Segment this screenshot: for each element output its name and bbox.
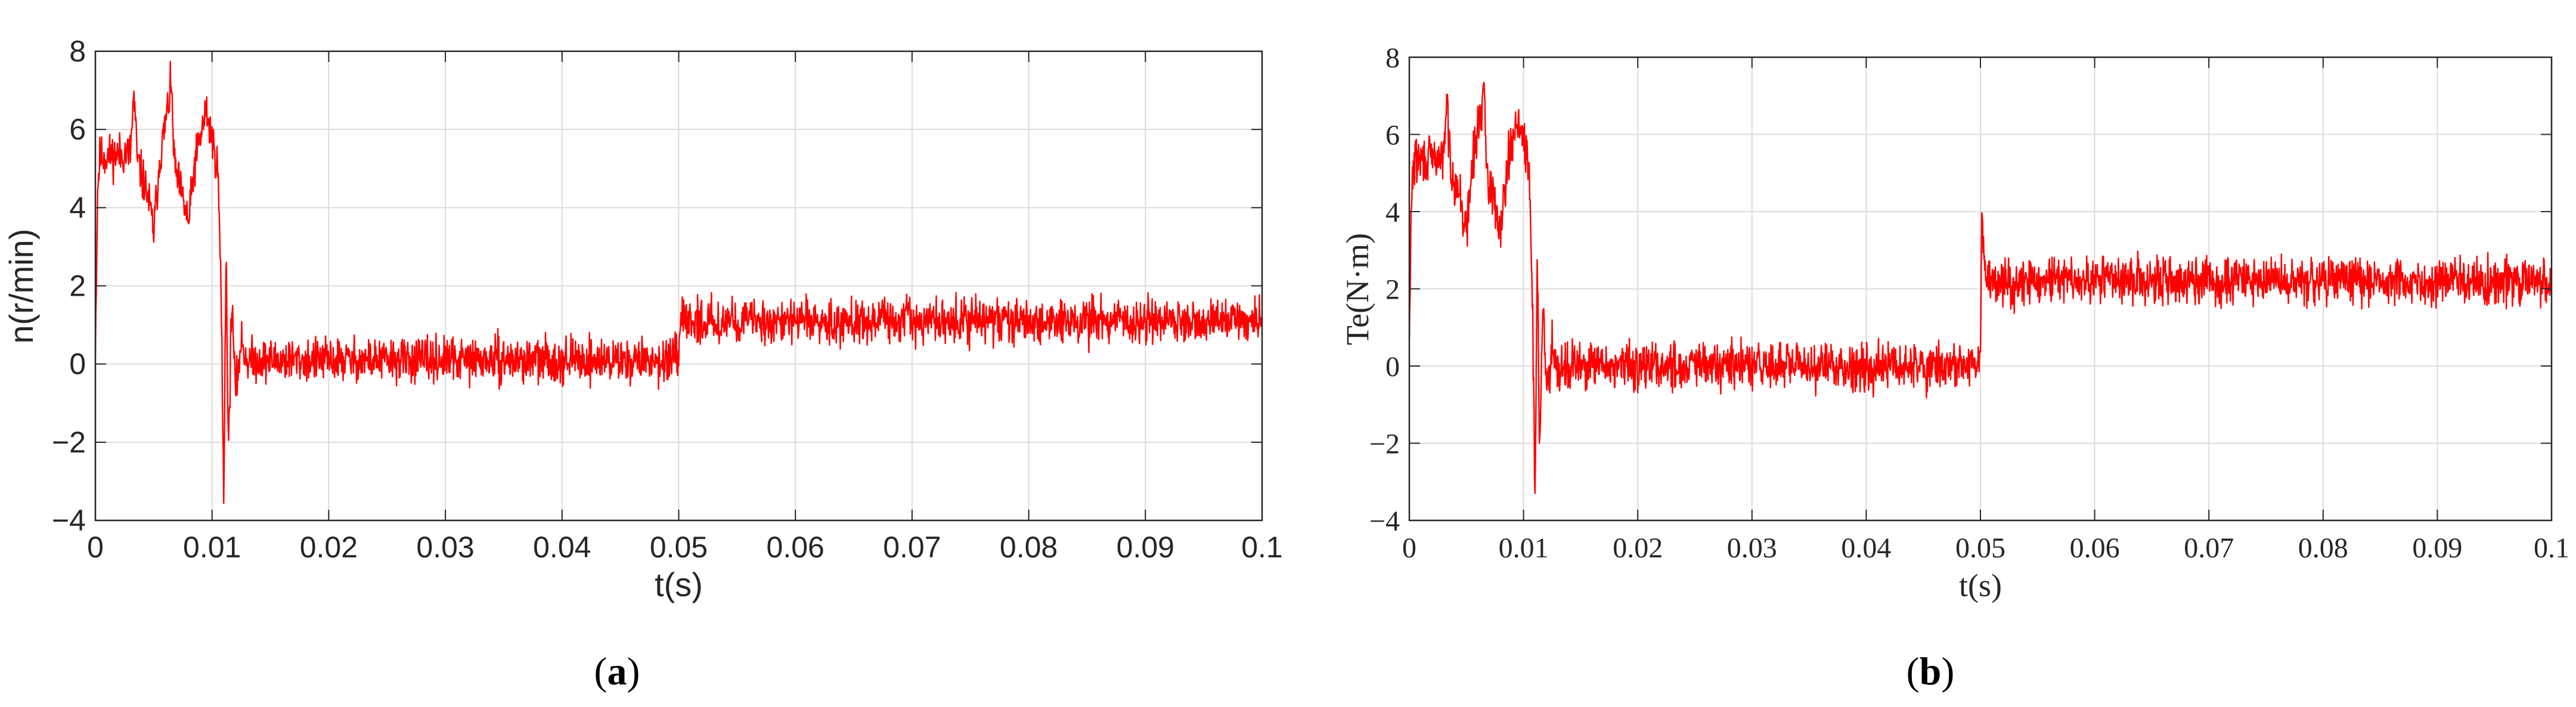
x-tick-label: 0.07 (883, 531, 941, 564)
panel-b: 0 0.01 0.02 0.03 0.04 0.05 0.06 0.07 0.08 0.09 0.1… (1340, 42, 2569, 693)
y-tick-label: 4 (1385, 197, 1400, 228)
caption-paren: ) (1941, 650, 1954, 693)
y-tick-label: 6 (1385, 120, 1400, 151)
caption-letter: a (607, 650, 627, 693)
x-tick-label: 0.04 (533, 531, 591, 564)
x-axis-label: t(s) (1959, 568, 2002, 603)
x-tick-label: 0.06 (2070, 532, 2120, 564)
caption-paren: ( (1907, 650, 1920, 693)
y-tick-label: 6 (69, 113, 86, 146)
x-tick-label: 0.01 (1499, 532, 1549, 564)
x-tick-label: 0.08 (1000, 531, 1058, 564)
panel-a: 0 0.01 0.02 0.03 0.04 0.05 0.06 0.07 0.08 0.09 0.1… (2, 35, 1283, 693)
series-line (94, 60, 1263, 504)
y-tick-label: −4 (52, 504, 86, 537)
x-tick-label: 0.05 (1955, 532, 2005, 564)
x-tick-label: 0 (87, 531, 104, 564)
y-tick-label: 8 (69, 35, 86, 68)
y-tick-label: −2 (1369, 429, 1400, 460)
x-tick-label: 0.1 (1241, 531, 1283, 564)
x-tick-label: 0 (1402, 532, 1416, 564)
x-tick-label: 0.07 (2184, 532, 2234, 564)
y-tick-label: 2 (69, 269, 86, 303)
panel-caption: (b) (1907, 650, 1955, 693)
y-tick-label: −4 (1369, 506, 1400, 537)
caption-letter: b (1920, 650, 1942, 693)
x-tick-label: 0.08 (2298, 532, 2348, 564)
x-tick-label: 0.05 (650, 531, 708, 564)
x-tick-label: 0.1 (2534, 532, 2569, 564)
x-tick-label: 0.01 (183, 531, 241, 564)
x-tick-label: 0.02 (1613, 532, 1663, 564)
y-axis-label: Te(N·m) (1340, 233, 1375, 345)
y-tick-label: 8 (1385, 42, 1400, 74)
series-line (1408, 82, 2553, 494)
y-tick-label: 0 (1385, 351, 1400, 383)
y-tick-label: −2 (52, 426, 86, 459)
panel-caption: (a) (594, 650, 640, 693)
y-tick-label: 2 (1385, 274, 1400, 306)
x-tick-label: 0.02 (300, 531, 358, 564)
x-tick-label: 0.09 (2412, 532, 2462, 564)
x-tick-label: 0.03 (416, 531, 474, 564)
caption-paren: ( (594, 650, 607, 693)
x-tick-label: 0.06 (767, 531, 824, 564)
y-axis-label: n(r/min) (2, 229, 40, 344)
y-tick-label: 0 (69, 348, 86, 381)
x-axis-label: t(s) (655, 566, 703, 603)
x-tick-label: 0.04 (1841, 532, 1891, 564)
x-tick-label: 0.03 (1727, 532, 1777, 564)
y-tick-label: 4 (69, 191, 86, 224)
x-tick-label: 0.09 (1117, 531, 1174, 564)
caption-paren: ) (627, 650, 640, 693)
